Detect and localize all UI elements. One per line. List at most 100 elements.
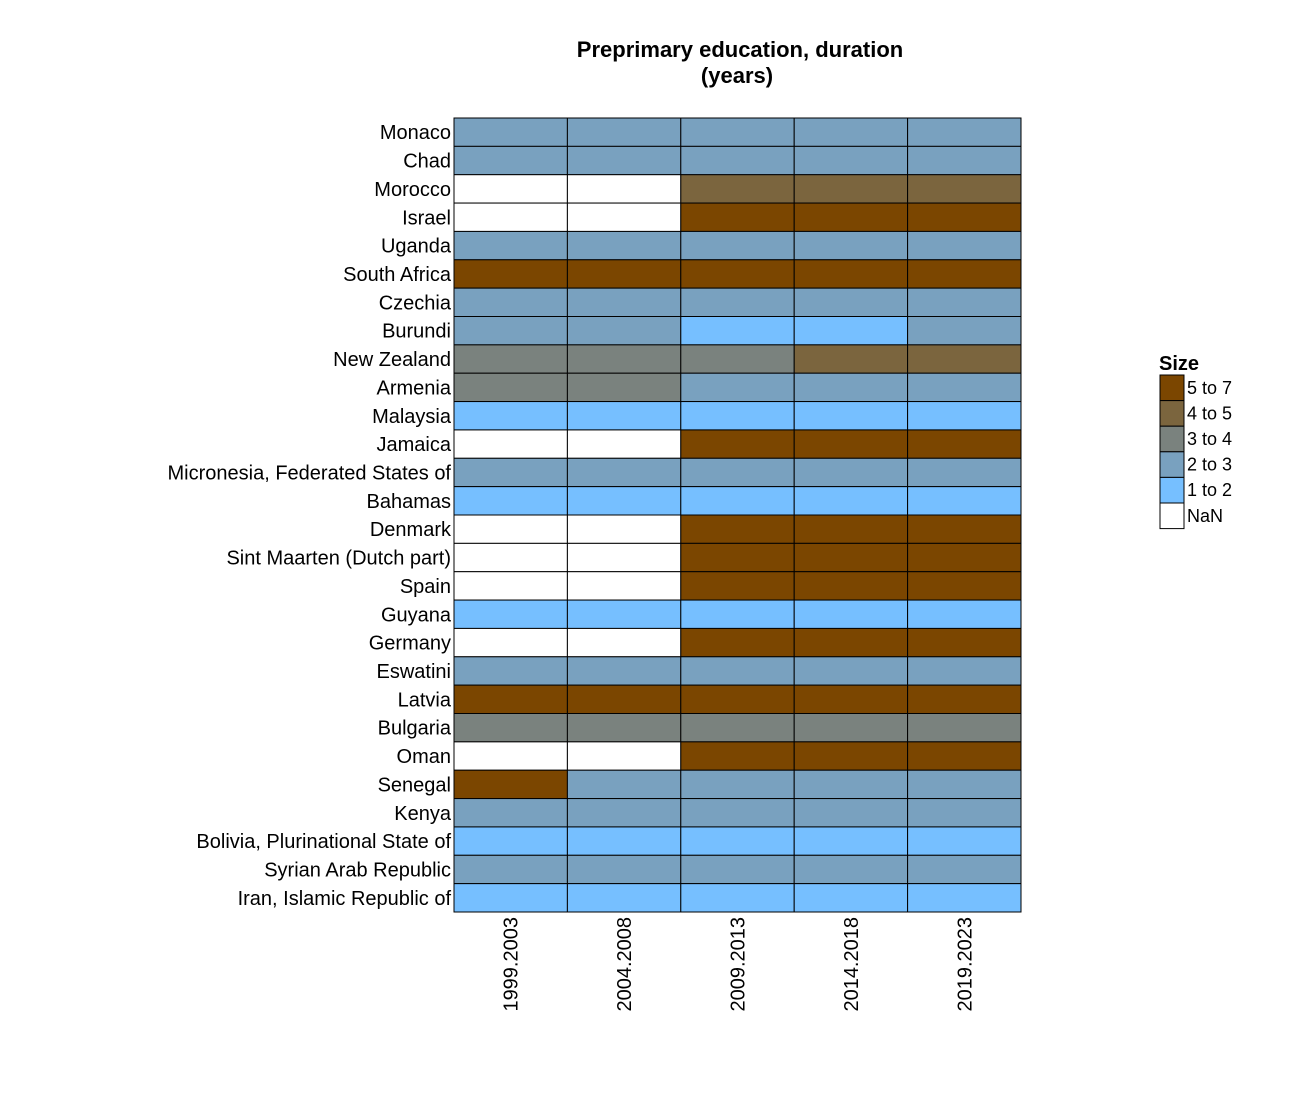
- heatmap-cell: [453, 457, 568, 488]
- heatmap-cell: [453, 571, 568, 601]
- heatmap-cell: [566, 883, 682, 913]
- chart-title-line-2: (years): [701, 63, 773, 88]
- heatmap-cell: [453, 202, 568, 232]
- heatmap-cell: [907, 542, 1022, 573]
- heatmap-cell: [453, 486, 568, 516]
- heatmap-cell: [680, 372, 795, 403]
- heatmap-cell: [907, 401, 1022, 431]
- row-label: Monaco: [380, 122, 451, 144]
- heatmap-cell: [680, 174, 795, 204]
- legend-title: Size: [1159, 353, 1199, 375]
- row-label: Iran, Islamic Republic of: [238, 888, 452, 910]
- heatmap-cell: [907, 486, 1022, 516]
- heatmap-cell: [566, 401, 682, 431]
- heatmap-cell: [793, 656, 909, 686]
- heatmap-cell: [793, 854, 909, 885]
- heatmap-cell: [793, 599, 909, 629]
- heatmap-cell: [680, 769, 795, 800]
- column-label: 2019.2023: [954, 917, 976, 1012]
- row-label: Jamaica: [377, 434, 452, 456]
- heatmap-cell: [453, 684, 568, 715]
- legend-items: 5 to 7 4 to 5 3 to 4 2 to 3 1 to 2 NaN: [1159, 374, 1232, 530]
- legend-label: 3 to 4: [1187, 429, 1232, 449]
- heatmap-cell: [907, 457, 1022, 488]
- heatmap-cell: [680, 202, 795, 232]
- heatmap-cell: [566, 202, 682, 232]
- heatmap-cell: [907, 713, 1022, 743]
- heatmap-cell: [680, 571, 795, 601]
- heatmap-cell: [793, 259, 909, 289]
- legend-swatch: [1159, 374, 1185, 402]
- legend-swatch: [1159, 476, 1185, 504]
- heatmap-cell: [453, 514, 568, 544]
- heatmap-cell: [793, 457, 909, 488]
- heatmap-cell: [907, 202, 1022, 232]
- heatmap-cell: [566, 713, 682, 743]
- chart-title-line-1: Preprimary education, duration: [577, 37, 903, 62]
- heatmap-cell: [793, 741, 909, 771]
- heatmap-cell: [793, 174, 909, 204]
- heatmap-cell: [453, 741, 568, 771]
- heatmap-cell: [453, 117, 568, 147]
- heatmap-cell: [793, 486, 909, 516]
- column-label: 2014.2018: [841, 917, 863, 1012]
- legend-label: 2 to 3: [1187, 455, 1232, 475]
- heatmap-cell: [793, 372, 909, 403]
- heatmap-cell: [680, 117, 795, 147]
- heatmap-cell: [453, 174, 568, 204]
- heatmap-cell: [566, 826, 682, 856]
- heatmap-cell: [907, 627, 1022, 658]
- heatmap-cell: [566, 457, 682, 488]
- row-labels: Monaco Chad Morocco Israel Uganda South Afric…: [168, 122, 452, 910]
- heatmap-cell: [566, 656, 682, 686]
- heatmap-cell: [453, 429, 568, 459]
- row-label: Armenia: [377, 377, 452, 399]
- heatmap-cell: [680, 316, 795, 346]
- heatmap-cell: [453, 854, 568, 885]
- heatmap-cell: [793, 798, 909, 828]
- heatmap-cell: [793, 713, 909, 743]
- heatmap-cell: [907, 798, 1022, 828]
- heatmap-cell: [566, 599, 682, 629]
- legend-label: NaN: [1187, 506, 1223, 526]
- heatmap-cell: [793, 514, 909, 544]
- heatmap-cell: [566, 854, 682, 885]
- heatmap-cell: [680, 542, 795, 573]
- legend-label: 1 to 2: [1187, 480, 1232, 500]
- heatmap-cell: [793, 145, 909, 176]
- heatmap-cell: [907, 287, 1022, 318]
- row-label: Syrian Arab Republic: [264, 859, 451, 881]
- heatmap-cell: [907, 145, 1022, 176]
- heatmap-cell: [907, 259, 1022, 289]
- heatmap-cell: [566, 571, 682, 601]
- heatmap-cell: [680, 656, 795, 686]
- heatmap-cell: [453, 769, 568, 800]
- heatmap-cell: [793, 401, 909, 431]
- legend-label: 4 to 5: [1187, 403, 1232, 423]
- heatmap-cell: [566, 684, 682, 715]
- heatmap-cell: [566, 174, 682, 204]
- heatmap-cell: [566, 542, 682, 573]
- legend-label: 5 to 7: [1187, 378, 1232, 398]
- row-label: Sint Maarten (Dutch part): [226, 548, 451, 570]
- heatmap-cell: [453, 656, 568, 686]
- heatmap-cell: [453, 713, 568, 743]
- heatmap-cell: [907, 684, 1022, 715]
- legend: Size 5 to 7 4 to 5 3 to 4 2 to 3 1 to 2 NaN: [1159, 353, 1232, 530]
- row-label: Burundi: [382, 321, 451, 343]
- heatmap-cell: [907, 230, 1022, 261]
- column-label: 2004.2008: [614, 917, 636, 1012]
- heatmap-cell: [680, 145, 795, 176]
- row-label: Denmark: [370, 519, 452, 541]
- heatmap-cell: [453, 344, 568, 374]
- heatmap-cell: [453, 372, 568, 403]
- heatmap-cell: [793, 769, 909, 800]
- heatmap-cell: [680, 486, 795, 516]
- heatmap-cell: [453, 826, 568, 856]
- heatmap-cell: [680, 457, 795, 488]
- heatmap-cell: [453, 542, 568, 573]
- heatmap-cell: [793, 684, 909, 715]
- heatmap-cell: [453, 883, 568, 913]
- row-label: Czechia: [379, 292, 452, 314]
